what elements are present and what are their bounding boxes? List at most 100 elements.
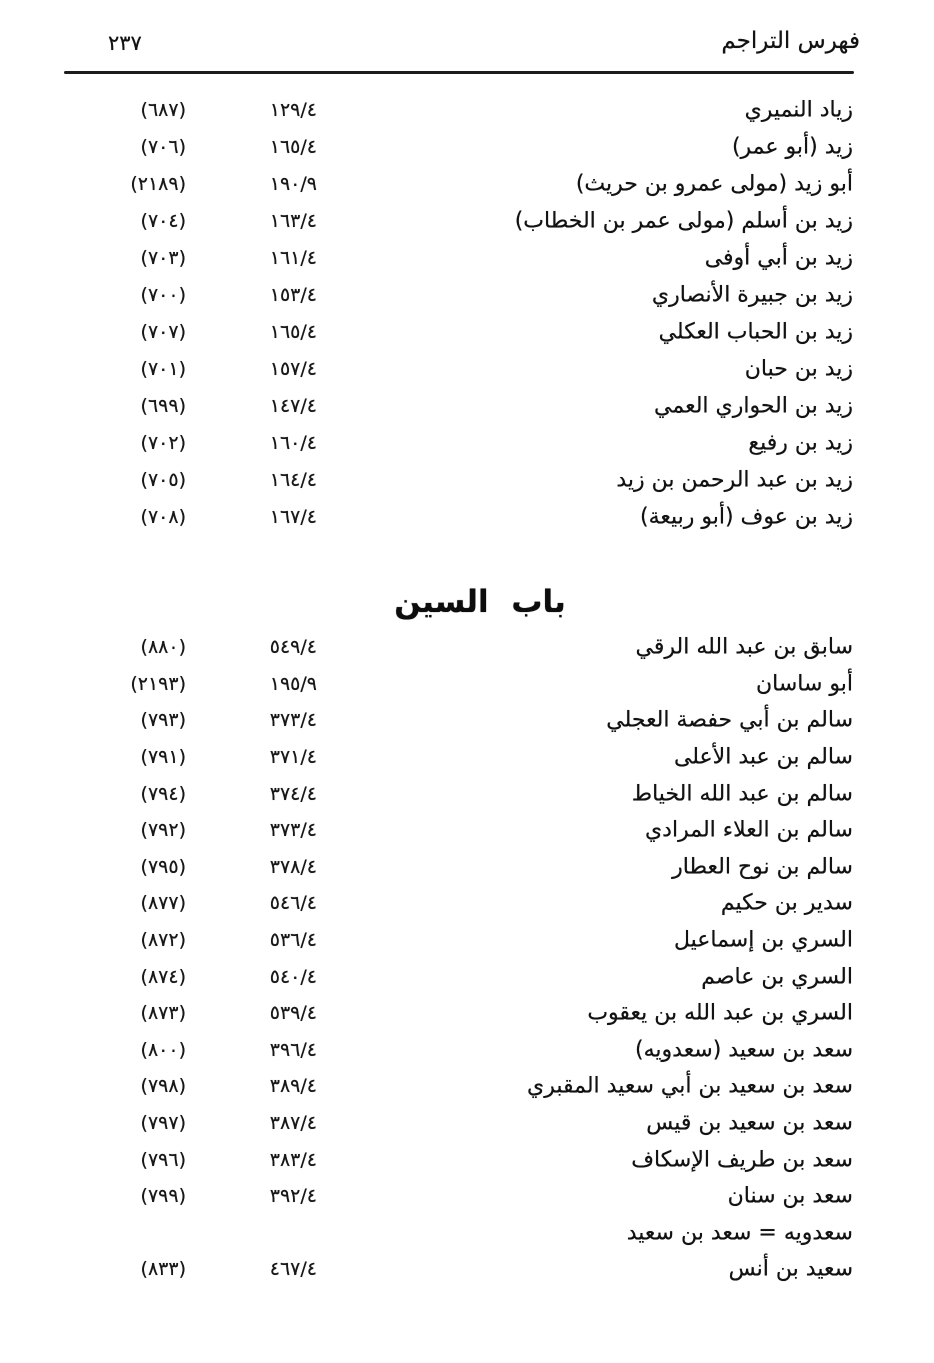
index-entry-row: سدير بن حكيم ٥٤٦/٤ (٨٧٧) <box>0 885 853 922</box>
entry-volume-page-ref: ٤٦٧/٤ <box>269 1258 317 1281</box>
entry-sequence-number: (٧٩٧) <box>140 1112 186 1135</box>
entry-name: سابق بن عبد الله الرقي <box>635 634 853 660</box>
entry-sequence-number: (٧٩٣) <box>140 709 186 732</box>
entry-sequence-number: (٧٩٢) <box>140 819 186 842</box>
header-rule <box>64 71 854 74</box>
index-entry-row: سالم بن عبد الأعلى ٣٧١/٤ (٧٩١) <box>0 739 853 776</box>
index-entry-row: السري بن عاصم ٥٤٠/٤ (٨٧٤) <box>0 958 853 995</box>
entry-name: سدير بن حكيم <box>720 890 853 916</box>
entry-volume-page-ref: ٥٣٦/٤ <box>269 929 317 952</box>
entry-sequence-number: (٧٠٣) <box>140 246 186 269</box>
entry-volume-page-ref: ٥٤٠/٤ <box>269 965 317 988</box>
entry-volume-page-ref: ٣٧٨/٤ <box>269 855 317 878</box>
index-entry-row: السري بن عبد الله بن يعقوب ٥٣٩/٤ (٨٧٣) <box>0 995 853 1032</box>
entry-name: سعيد بن أنس <box>728 1256 853 1282</box>
entry-volume-page-ref: ١٢٩/٤ <box>269 98 317 121</box>
entry-sequence-number: (٨٧٣) <box>140 1002 186 1025</box>
entry-sequence-number: (٧٩١) <box>140 746 186 769</box>
entry-volume-page-ref: ٣٨٣/٤ <box>269 1148 317 1171</box>
index-entry-row: سعد بن سعيد بن أبي سعيد المقبري ٣٨٩/٤ (٧… <box>0 1068 853 1105</box>
entry-sequence-number: (٧٠٢) <box>140 431 186 454</box>
page-number: ٢٣٧ <box>108 31 142 55</box>
index-entry-row: سالم بن نوح العطار ٣٧٨/٤ (٧٩٥) <box>0 849 853 886</box>
entry-sequence-number: (٧٩٤) <box>140 782 186 805</box>
entry-sequence-number: (٧٠٠) <box>140 283 186 306</box>
entry-name: زيد بن أسلم (مولى عمر بن الخطاب) <box>514 208 853 233</box>
entry-sequence-number: (٧٠٨) <box>140 505 186 528</box>
entries-section-seen: سابق بن عبد الله الرقي ٥٤٩/٤ (٨٨٠) أبو س… <box>0 629 853 1288</box>
entry-name: سعد بن سعيد بن أبي سعيد المقبري <box>527 1073 853 1099</box>
index-entry-row: زيد (أبو عمر) ١٦٥/٤ (٧٠٦) <box>0 128 853 165</box>
entry-sequence-number: (٢١٨٩) <box>130 172 186 195</box>
entry-volume-page-ref: ٣٧٣/٤ <box>269 709 317 732</box>
entry-volume-page-ref: ٥٤٩/٤ <box>269 636 317 659</box>
entry-name: زيد بن حبان <box>744 356 853 381</box>
index-entry-row: سالم بن أبي حفصة العجلي ٣٧٣/٤ (٧٩٣) <box>0 702 853 739</box>
entry-sequence-number: (٧٠٦) <box>140 135 186 158</box>
index-entry-row: زيد بن حبان ١٥٧/٤ (٧٠١) <box>0 350 853 387</box>
index-entry-row: أبو ساسان ١٩٥/٩ (٢١٩٣) <box>0 666 853 703</box>
index-entry-row: زيد بن عوف (أبو ربيعة) ١٦٧/٤ (٧٠٨) <box>0 498 853 535</box>
entry-sequence-number: (٧٩٦) <box>140 1148 186 1171</box>
entry-name: سالم بن نوح العطار <box>672 854 853 880</box>
entry-name: زيد بن أبي أوفى <box>704 245 853 270</box>
entry-volume-page-ref: ١٦١/٤ <box>269 246 317 269</box>
index-entry-row: زيد بن الحباب العكلي ١٦٥/٤ (٧٠٧) <box>0 313 853 350</box>
index-entry-row: أبو زيد (مولى عمرو بن حريث) ١٩٠/٩ (٢١٨٩) <box>0 165 853 202</box>
entry-volume-page-ref: ١٦٥/٤ <box>269 320 317 343</box>
entry-name: زيد بن عبد الرحمن بن زيد <box>616 467 853 492</box>
index-entry-row: سعيد بن أنس ٤٦٧/٤ (٨٣٣) <box>0 1251 853 1288</box>
entry-volume-page-ref: ٣٩٢/٤ <box>269 1185 317 1208</box>
entry-sequence-number: (٨٧٢) <box>140 929 186 952</box>
index-entry-row: سعد بن طريف الإسكاف ٣٨٣/٤ (٧٩٦) <box>0 1141 853 1178</box>
entry-volume-page-ref: ٥٣٩/٤ <box>269 1002 317 1025</box>
index-entry-row: السري بن إسماعيل ٥٣٦/٤ (٨٧٢) <box>0 922 853 959</box>
entry-volume-page-ref: ٣٨٩/٤ <box>269 1075 317 1098</box>
index-entry-row: سعد بن سنان ٣٩٢/٤ (٧٩٩) <box>0 1178 853 1215</box>
entry-volume-page-ref: ٣٧٤/٤ <box>269 782 317 805</box>
entry-name: زيد بن الحباب العكلي <box>658 319 853 344</box>
index-entry-row: زياد النميري ١٢٩/٤ (٦٨٧) <box>0 91 853 128</box>
index-entry-row: زيد بن رفيع ١٦٠/٤ (٧٠٢) <box>0 424 853 461</box>
entry-name: زيد بن جبيرة الأنصاري <box>651 282 853 307</box>
index-entry-row: سعد بن سعيد (سعدويه) ٣٩٦/٤ (٨٠٠) <box>0 1032 853 1069</box>
entry-name: سالم بن عبد الأعلى <box>673 744 853 770</box>
chapter-heading-seen: باب السين <box>394 583 566 620</box>
index-entry-row: سالم بن العلاء المرادي ٣٧٣/٤ (٧٩٢) <box>0 812 853 849</box>
entry-sequence-number: (٧٠٧) <box>140 320 186 343</box>
entry-volume-page-ref: ١٦٤/٤ <box>269 468 317 491</box>
entry-volume-page-ref: ١٥٣/٤ <box>269 283 317 306</box>
entry-volume-page-ref: ١٥٧/٤ <box>269 357 317 380</box>
entry-sequence-number: (٧٠١) <box>140 357 186 380</box>
index-entry-row: زيد بن أسلم (مولى عمر بن الخطاب) ١٦٣/٤ (… <box>0 202 853 239</box>
entry-volume-page-ref: ١٦٧/٤ <box>269 505 317 528</box>
entry-sequence-number: (٨٧٧) <box>140 892 186 915</box>
entry-sequence-number: (٧٠٤) <box>140 209 186 232</box>
entry-name: سالم بن العلاء المرادي <box>644 817 853 843</box>
entry-name: سعدويه = سعد بن سعيد <box>626 1220 853 1246</box>
entry-volume-page-ref: ١٦٠/٤ <box>269 431 317 454</box>
entry-name: سعد بن سعيد بن قيس <box>646 1110 853 1136</box>
entry-sequence-number: (٧٩٨) <box>140 1075 186 1098</box>
entry-name: السري بن عاصم <box>701 964 853 990</box>
index-entry-row: زيد بن جبيرة الأنصاري ١٥٣/٤ (٧٠٠) <box>0 276 853 313</box>
entry-name: سالم بن أبي حفصة العجلي <box>606 707 853 733</box>
entry-name: زيد بن عوف (أبو ربيعة) <box>640 504 853 529</box>
running-header-title: فهرس التراجم <box>721 28 860 54</box>
entry-name: أبو زيد (مولى عمرو بن حريث) <box>575 171 853 196</box>
entry-sequence-number: (٧٠٥) <box>140 468 186 491</box>
index-entry-row: سالم بن عبد الله الخياط ٣٧٤/٤ (٧٩٤) <box>0 775 853 812</box>
entry-volume-page-ref: ١٤٧/٤ <box>269 394 317 417</box>
entry-name: السري بن عبد الله بن يعقوب <box>587 1000 853 1026</box>
index-entry-row: سعدويه = سعد بن سعيد <box>0 1215 853 1252</box>
entry-name: زياد النميري <box>744 97 853 122</box>
entry-sequence-number: (٧٩٥) <box>140 855 186 878</box>
index-entry-row: زيد بن عبد الرحمن بن زيد ١٦٤/٤ (٧٠٥) <box>0 461 853 498</box>
entry-name: سعد بن سعيد (سعدويه) <box>635 1037 853 1063</box>
entry-volume-page-ref: ١٦٣/٤ <box>269 209 317 232</box>
entry-name: سعد بن طريف الإسكاف <box>631 1147 853 1173</box>
entry-sequence-number: (٨٣٣) <box>140 1258 186 1281</box>
entry-name: السري بن إسماعيل <box>673 927 853 953</box>
entry-sequence-number: (٨٨٠) <box>140 636 186 659</box>
